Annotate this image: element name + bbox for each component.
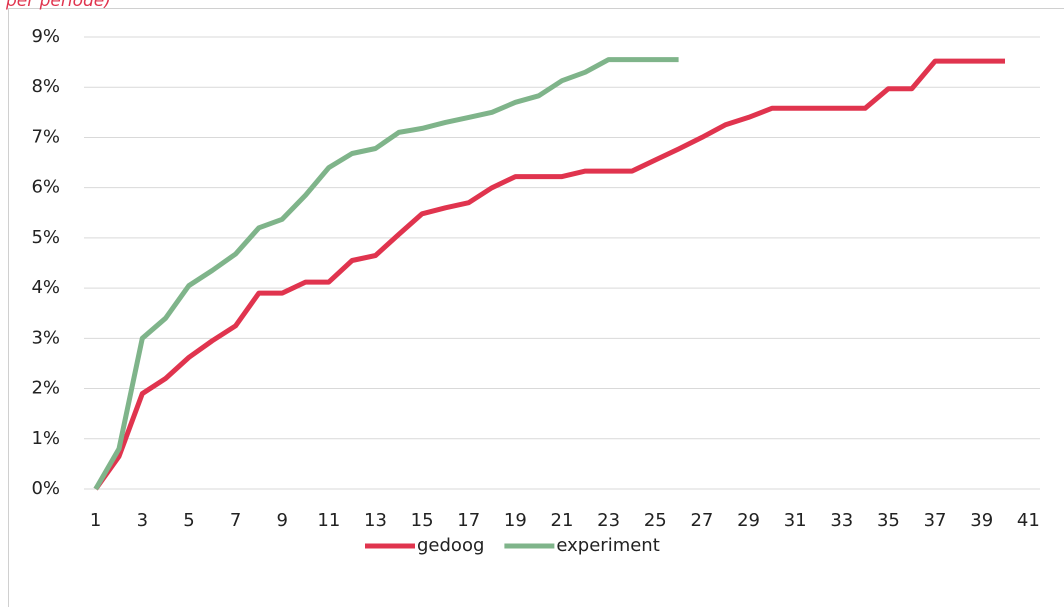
x-tick-label: 39 [970, 510, 993, 531]
x-tick-label: 19 [504, 510, 527, 531]
x-tick-label: 1 [90, 510, 101, 531]
x-tick-label: 27 [690, 510, 713, 531]
x-tick-label: 21 [551, 510, 574, 531]
x-tick-label: 35 [877, 510, 900, 531]
y-tick-label: 9% [31, 26, 60, 47]
legend-label: experiment [556, 535, 659, 556]
series-line [93, 58, 1005, 491]
x-tick-label: 23 [597, 510, 620, 531]
x-tick-label: 31 [784, 510, 807, 531]
x-tick-label: 13 [364, 510, 387, 531]
series-line [93, 57, 679, 491]
x-tick-label: 9 [276, 510, 287, 531]
y-tick-label: 8% [31, 76, 60, 97]
chart-subtitle: per periode) [5, 0, 111, 11]
chart-border [8, 8, 1064, 607]
y-tick-label: 2% [31, 378, 60, 399]
x-tick-label: 5 [183, 510, 194, 531]
y-tick-label: 6% [31, 177, 60, 198]
legend-label: gedoog [417, 535, 484, 556]
y-tick-label: 3% [31, 327, 60, 348]
y-tick-label: 0% [31, 478, 60, 499]
y-tick-label: 4% [31, 277, 60, 298]
x-tick-label: 33 [830, 510, 853, 531]
x-tick-label: 7 [230, 510, 241, 531]
x-tick-label: 11 [317, 510, 340, 531]
x-tick-label: 15 [411, 510, 434, 531]
x-tick-label: 3 [137, 510, 148, 531]
x-tick-label: 17 [457, 510, 480, 531]
y-tick-label: 5% [31, 227, 60, 248]
x-tick-label: 41 [1017, 510, 1040, 531]
y-tick-label: 7% [31, 126, 60, 147]
x-tick-label: 37 [924, 510, 947, 531]
x-tick-label: 29 [737, 510, 760, 531]
y-tick-label: 1% [31, 428, 60, 449]
x-tick-label: 25 [644, 510, 667, 531]
